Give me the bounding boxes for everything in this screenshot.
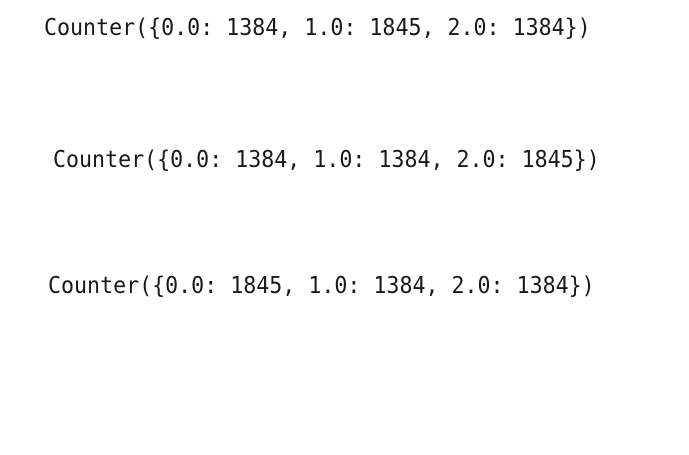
counter-output-line-1: Counter({0.0: 1384, 1.0: 1845, 2.0: 1384… — [44, 15, 591, 41]
counter-output-line-2: Counter({0.0: 1384, 1.0: 1384, 2.0: 1845… — [53, 147, 600, 173]
counter-output-line-3: Counter({0.0: 1845, 1.0: 1384, 2.0: 1384… — [48, 273, 595, 299]
